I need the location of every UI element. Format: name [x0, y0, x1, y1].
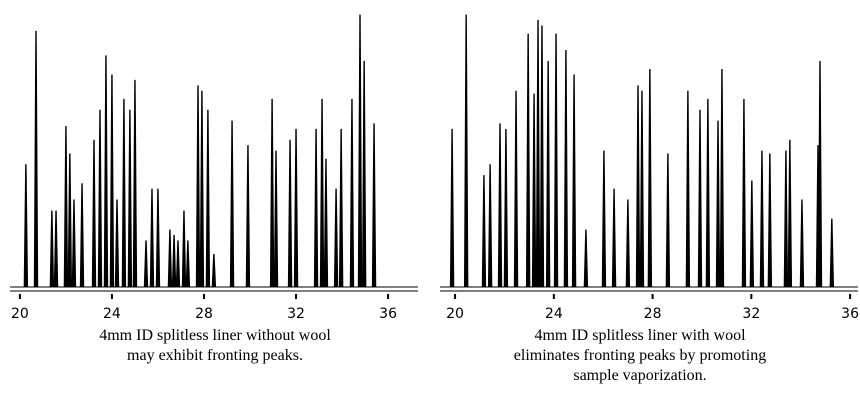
x-tick-label: 28 [195, 306, 213, 322]
peak [463, 14, 469, 288]
peak [338, 128, 344, 288]
peak [67, 153, 73, 288]
peak [269, 98, 275, 288]
peak [53, 210, 59, 288]
peak [361, 60, 367, 288]
peak [535, 20, 541, 288]
peak [229, 120, 235, 288]
peak [647, 69, 653, 288]
peak [799, 199, 805, 288]
peak [767, 153, 773, 288]
peak [611, 188, 617, 288]
peak [143, 240, 149, 288]
peak [205, 109, 211, 288]
x-tick-label: 20 [446, 306, 464, 322]
peak [333, 188, 339, 288]
peak [349, 98, 355, 288]
peak [759, 150, 765, 288]
peak [287, 139, 293, 288]
peak [181, 210, 187, 288]
peak [817, 60, 823, 288]
peak [583, 229, 589, 288]
x-tick-label: 24 [103, 306, 121, 322]
peak [525, 33, 531, 288]
peak [132, 79, 138, 288]
peak [245, 145, 251, 288]
peak [23, 164, 29, 288]
peak [487, 164, 493, 288]
peak [531, 93, 537, 288]
peak [545, 60, 551, 288]
peak [635, 85, 641, 288]
peak [719, 69, 725, 288]
peak [639, 90, 645, 288]
peak [114, 199, 120, 288]
peak [149, 188, 155, 288]
peak [665, 153, 671, 288]
peak [503, 128, 509, 288]
peak [71, 199, 77, 288]
peak [323, 158, 329, 288]
peak [449, 128, 455, 288]
peak [211, 253, 217, 288]
peak [127, 109, 133, 288]
peak [497, 123, 503, 288]
peak [49, 210, 55, 288]
peak [273, 150, 279, 288]
peak [109, 74, 115, 288]
caption: eliminates fronting peaks by promoting [514, 347, 766, 364]
caption: 4mm ID splitless liner without wool [99, 327, 331, 344]
peak [319, 98, 325, 288]
peak [91, 139, 97, 288]
peak [103, 55, 109, 288]
peak [741, 98, 747, 288]
x-tick-label: 24 [545, 306, 563, 322]
peak [601, 150, 607, 288]
peak [195, 85, 201, 288]
peak [313, 128, 319, 288]
peak [625, 199, 631, 288]
peak [121, 98, 127, 288]
peak [79, 183, 85, 288]
peak [199, 90, 205, 288]
peak [563, 49, 569, 288]
peak [783, 150, 789, 288]
caption: may exhibit fronting peaks. [127, 347, 303, 364]
peak [829, 218, 835, 288]
x-tick-label: 36 [379, 306, 397, 322]
peak [33, 30, 39, 288]
x-tick-label: 32 [742, 306, 760, 322]
peak [539, 25, 545, 288]
caption: sample vaporization. [573, 367, 706, 384]
peak [697, 109, 703, 288]
peak [171, 234, 177, 288]
peak [749, 180, 755, 288]
peak [685, 90, 691, 288]
peak [63, 126, 69, 288]
peak [175, 240, 181, 288]
x-tick-label: 20 [11, 306, 29, 322]
peak [513, 90, 519, 288]
peak [705, 98, 711, 288]
peak [715, 120, 721, 288]
peak [553, 33, 559, 288]
peak [481, 175, 487, 288]
peak [185, 240, 191, 288]
peak [167, 229, 173, 288]
peak [155, 188, 161, 288]
peak [293, 128, 299, 288]
peak [97, 109, 103, 288]
x-tick-label: 28 [644, 306, 662, 322]
x-tick-label: 36 [841, 306, 859, 322]
peak [357, 14, 363, 288]
x-tick-label: 32 [287, 306, 305, 322]
peak [571, 74, 577, 288]
peak [371, 123, 377, 288]
caption: 4mm ID splitless liner with wool [534, 327, 746, 344]
peak [787, 139, 793, 288]
